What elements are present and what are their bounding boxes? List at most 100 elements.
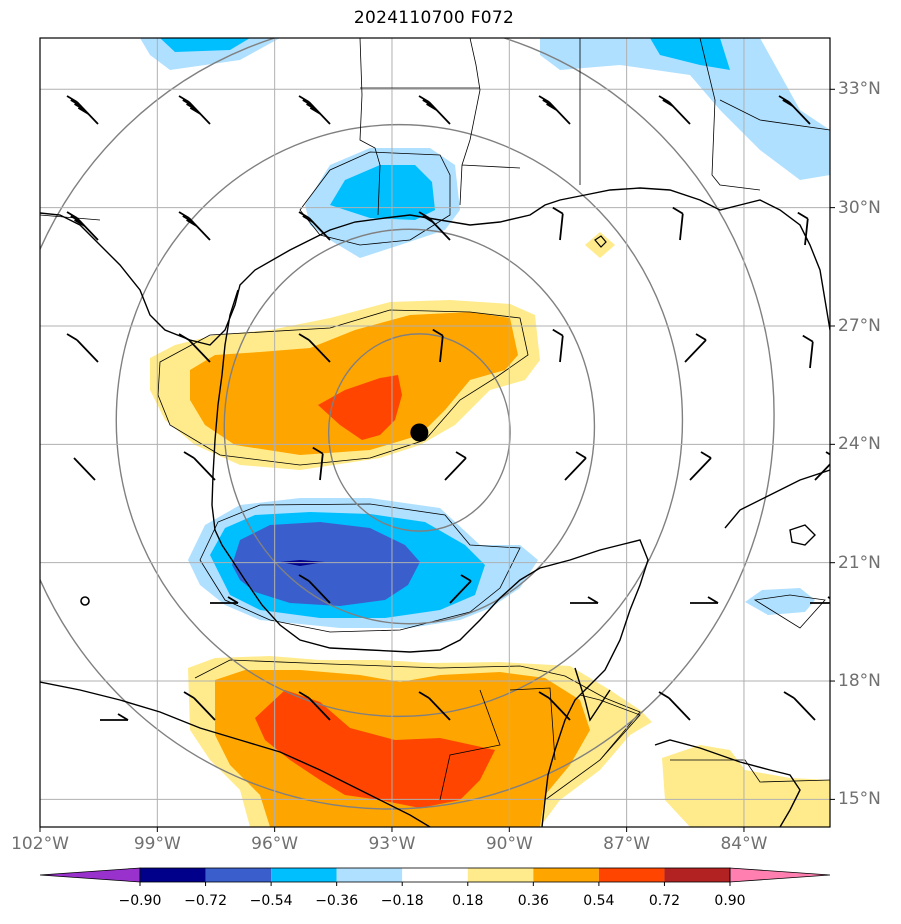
range-rings [40,38,775,810]
wind-barb [178,333,211,363]
contour-lines [157,151,830,801]
lon-tick-label: 90°W [485,834,533,854]
colorbar-tick-label: −0.18 [380,893,424,909]
colorbar-segment [402,868,468,882]
lat-tick-label: 27°N [838,315,881,336]
wind-barb [100,713,129,721]
map-title: 2024110700 F072 [353,8,515,28]
colorbar [39,867,831,886]
wind-barb [552,206,564,241]
lon-tick-label: 93°W [368,834,416,854]
wind-barb [689,451,712,481]
wind-barb [658,691,691,721]
range-ring [327,333,511,532]
state-borders [40,38,830,801]
mexico-east-coast [211,289,649,827]
lat-tick-label: 30°N [838,197,881,218]
wind-barb [298,574,331,604]
colorbar-segment [336,868,403,882]
colorbar-extend-max [729,867,831,883]
cuba-island [789,524,816,546]
cuba-coast [724,469,830,529]
colorbar-tick-label: 0.72 [648,893,681,909]
negative-anomaly-light-east [745,588,815,615]
wind-barb [66,95,99,125]
storm-center-marker [410,423,429,442]
colorbar-segment [598,868,665,882]
negative-anomaly-mid-texas [330,165,435,220]
wind-barb [449,574,472,604]
positive-anomaly-mid-gulf [190,312,518,455]
colorbar-segment [664,868,730,882]
lat-tick-label: 21°N [838,552,881,573]
positive-anomaly-high-south [255,690,495,808]
wind-barb [183,691,216,721]
lat-tick-label: 33°N [838,79,881,100]
range-ring [223,228,596,625]
contour-gulf [157,309,529,466]
colorbar-tick-label: 0.54 [583,893,615,909]
lon-tick-label: 96°W [251,834,299,854]
map-frame [39,37,831,828]
honduras-coast [654,739,801,827]
wind-barb [797,211,809,246]
anomaly-shading [140,38,830,827]
wind-barb [778,95,811,125]
positive-anomaly-light-se [662,745,830,827]
wind-barb [312,446,324,481]
colorbar-tick-label: 0.90 [714,893,746,909]
colorbar-tick-label: −0.54 [249,893,293,909]
wind-barb [73,457,96,481]
wind-barbs [66,95,830,721]
yucatan-coast [574,667,611,722]
negative-anomaly-light-ne [540,38,830,180]
wind-barb [814,451,830,481]
wind-barb [684,333,707,363]
wind-barb [552,328,564,363]
wind-barb [802,334,814,369]
contour-south [194,659,641,801]
contour-texas [299,151,451,246]
colorbar-segment [467,868,534,882]
wind-barb [418,211,451,241]
wind-barb [538,95,571,125]
wind-barb [672,206,684,241]
central-america-coast [40,681,431,827]
colorbar-segment [140,868,206,882]
negative-anomaly-strong-central [232,522,420,606]
lon-tick-label: 84°W [720,834,768,854]
lat-tick-label: 24°N [838,434,881,455]
wind-barb [570,596,599,604]
calm-wind-circle [80,596,90,606]
negative-anomaly-mid-north [160,38,250,52]
wind-barb [298,333,331,363]
range-ring [115,123,684,718]
wind-barb [690,596,719,604]
wind-barb [66,211,99,241]
wind-barb [298,691,331,721]
wind-barb [538,691,571,721]
colorbar-extend-min [39,867,141,883]
colorbar-segment [205,868,272,882]
range-ring [40,38,775,810]
colorbar-segment [271,868,337,882]
wind-barb [66,333,99,363]
wind-barb [564,451,587,481]
lon-tick-marks [39,827,745,832]
wind-barb [783,691,816,721]
colorbar-tick-label: 0.36 [517,893,549,909]
lon-tick-label: 87°W [603,834,651,854]
graticule [40,38,830,827]
lat-tick-marks [830,88,835,800]
wind-barb [178,211,211,241]
coastlines-and-borders [40,38,830,827]
colorbar-frame [139,867,731,883]
map-plot-area [40,38,830,827]
colorbar-tick-label: −0.72 [184,893,227,909]
wind-barb [432,328,444,363]
colorbar-tick-label: −0.90 [118,893,162,909]
colorbar-segment [533,868,599,882]
wind-barb [658,95,691,125]
wind-barb [183,451,216,481]
lat-tick-label: 15°N [838,789,881,810]
